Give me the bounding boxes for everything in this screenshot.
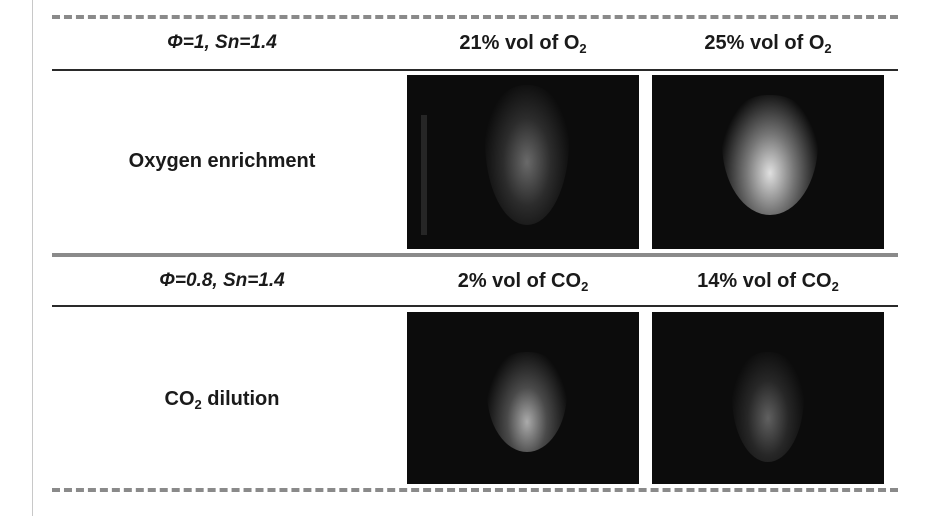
row2-label-suffix: dilution — [201, 388, 280, 410]
flame-image-co2-14 — [652, 312, 884, 484]
row2-condition-2: 14% vol of CO2 — [652, 270, 884, 294]
flame-glow — [485, 85, 569, 225]
row2-condition-1: 2% vol of CO2 — [407, 270, 639, 294]
row1-condition-2: 25% vol of O2 — [652, 32, 884, 56]
row2-label-subscript: 2 — [194, 397, 202, 412]
row1-condition-1: 21% vol of O2 — [407, 32, 639, 56]
flame-glow — [722, 95, 818, 215]
figure-left-border — [32, 0, 33, 516]
top-dashed-rule — [52, 15, 898, 19]
flame-glow — [487, 352, 567, 452]
row2-condition-2-subscript: 2 — [831, 279, 839, 294]
flame-image-o2-21 — [407, 75, 639, 249]
row-separator — [52, 253, 898, 257]
row1-params: Φ=1, Sn=1.4 — [167, 32, 277, 53]
row2-label: CO2 dilution — [52, 388, 392, 412]
row2-condition-1-text: 2% vol of CO — [457, 270, 582, 292]
row1-condition-1-subscript: 2 — [579, 41, 587, 56]
row1-label: Oxygen enrichment — [128, 150, 316, 172]
row2-condition-2-text: 14% vol of CO — [697, 270, 832, 292]
flame-glow — [732, 352, 804, 462]
flame-image-co2-2 — [407, 312, 639, 484]
row1-condition-2-subscript: 2 — [824, 41, 832, 56]
row1-condition-2-text: 25% vol of O — [704, 32, 825, 54]
flame-image-o2-25 — [652, 75, 884, 249]
bottom-dashed-rule — [52, 488, 898, 492]
row1-header-rule — [52, 69, 898, 71]
row2-header-rule — [52, 305, 898, 307]
row1-condition-1-text: 21% vol of O — [459, 32, 580, 54]
row2-condition-1-subscript: 2 — [581, 279, 589, 294]
image-artifact — [421, 115, 427, 235]
row2-label-prefix: CO — [164, 388, 195, 410]
row2-params: Φ=0.8, Sn=1.4 — [159, 270, 285, 291]
